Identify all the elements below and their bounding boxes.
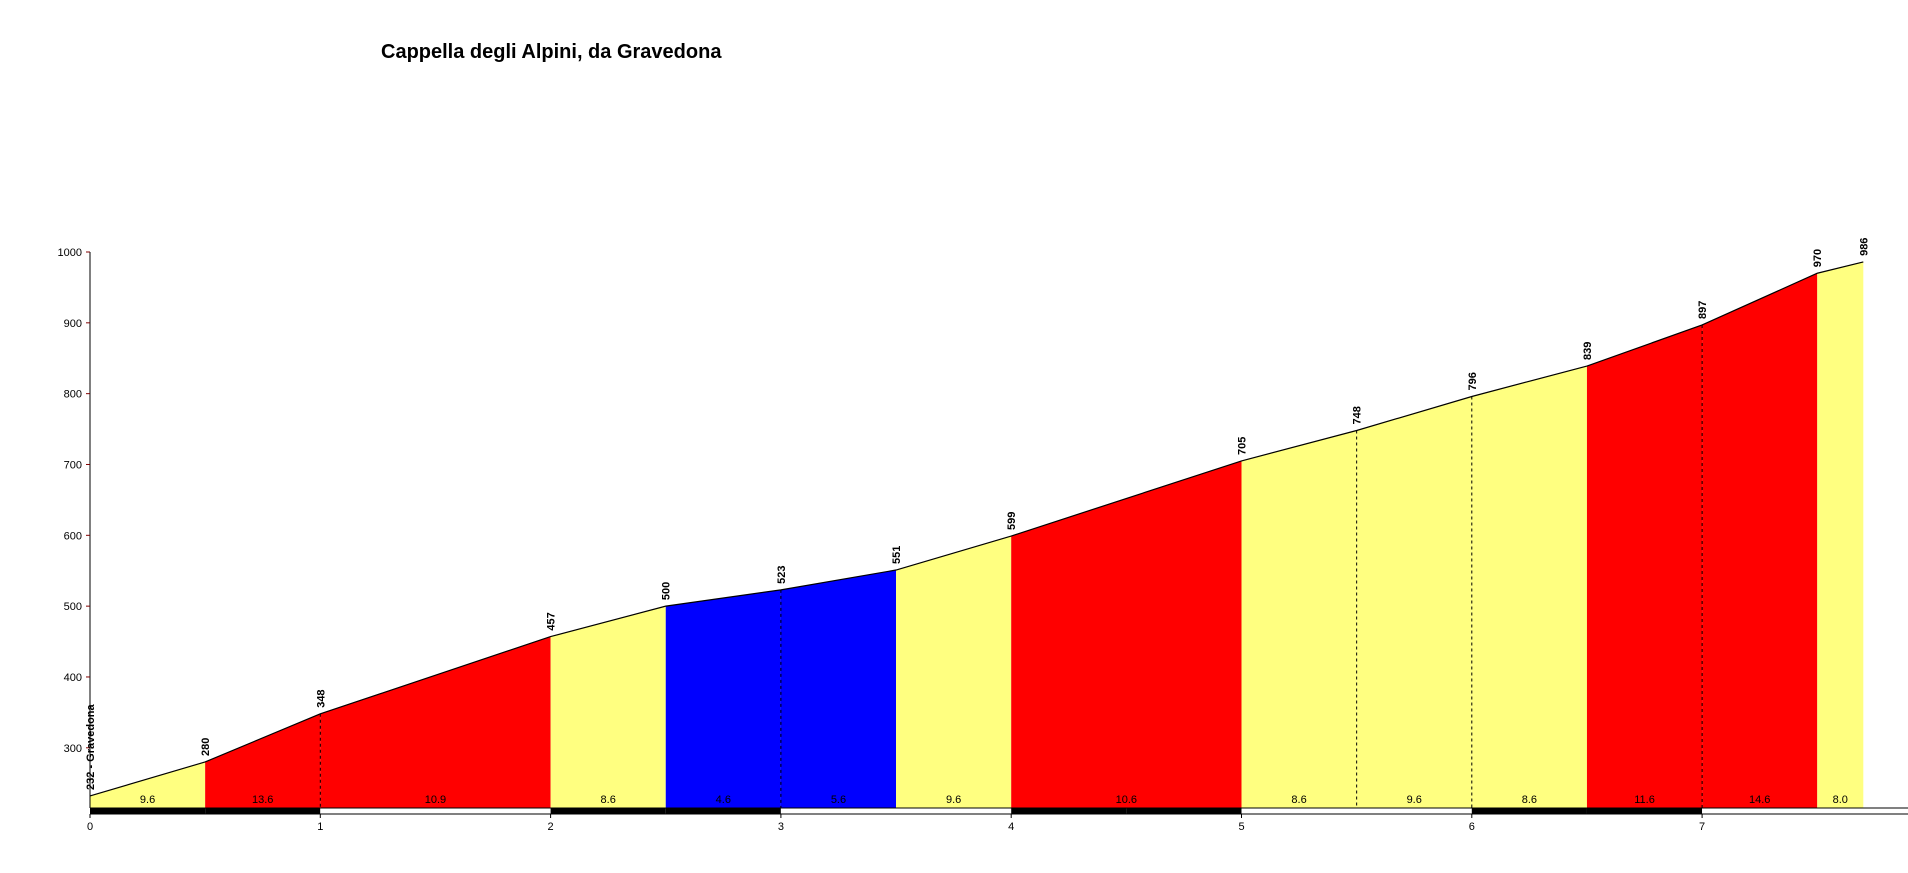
gradient-label-8: 8.6	[1291, 794, 1306, 806]
segment-fill-12	[1702, 273, 1818, 808]
y-tick-label-4: 700	[64, 459, 82, 471]
y-tick-label-3: 600	[64, 530, 82, 542]
x-tick-label-0: 0	[87, 821, 93, 833]
gradient-label-6: 9.6	[946, 794, 961, 806]
distance-bar-12	[1471, 808, 1587, 814]
elevation-label-3: 457	[546, 612, 558, 630]
segment-fill-10	[1471, 366, 1587, 808]
segment-fill-1	[205, 713, 321, 808]
gradient-label-4: 4.6	[716, 794, 731, 806]
y-tick-label-1: 400	[64, 672, 82, 684]
segment-fill-13	[1817, 261, 1864, 809]
elevation-label-12: 897	[1697, 301, 1709, 319]
distance-bar-0	[90, 808, 206, 814]
x-tick-label-6: 6	[1469, 821, 1475, 833]
chart-title: Cappella degli Alpini, da Gravedona	[381, 41, 722, 63]
elevation-label-9: 748	[1352, 406, 1364, 424]
elevation-label-5: 523	[776, 565, 788, 583]
segment-fill-8	[1241, 430, 1357, 808]
elevation-label-10: 796	[1467, 372, 1479, 390]
gradient-label-9: 9.6	[1407, 794, 1422, 806]
distance-bar-9	[1126, 808, 1242, 814]
distance-bar-13	[1586, 808, 1703, 814]
distance-bar-14	[1702, 808, 1818, 814]
segment-fill-0	[90, 761, 206, 808]
distance-bar-2	[320, 808, 436, 814]
gradient-label-7: 10.6	[1116, 794, 1137, 806]
y-tick-label-6: 900	[64, 318, 82, 330]
distance-bar-8	[1011, 808, 1127, 814]
distance-bar-3	[435, 808, 551, 814]
gradient-label-2: 10.9	[425, 794, 446, 806]
segment-fill-7	[1011, 460, 1242, 808]
segment-fill-11	[1586, 324, 1703, 808]
y-tick-label-5: 800	[64, 389, 82, 401]
x-tick-label-3: 3	[778, 821, 784, 833]
elevation-label-8: 705	[1237, 437, 1249, 455]
x-tick-label-5: 5	[1238, 821, 1244, 833]
distance-bar-1	[205, 808, 321, 814]
elevation-label-6: 551	[891, 546, 903, 564]
elevation-label-2: 348	[315, 689, 327, 707]
y-tick-label-0: 300	[64, 743, 82, 755]
elevation-label-7: 599	[1006, 512, 1018, 530]
distance-bar-7	[896, 808, 1012, 814]
gradient-label-12: 14.6	[1749, 794, 1770, 806]
profile-line	[89, 261, 1864, 797]
distance-bar-5	[665, 808, 781, 814]
distance-bar-10	[1241, 808, 1357, 814]
elevation-label-1: 280	[200, 738, 212, 756]
gradient-label-0: 9.6	[140, 794, 155, 806]
x-tick-label-2: 2	[548, 821, 554, 833]
gradient-label-10: 8.6	[1522, 794, 1537, 806]
elevation-label-11: 839	[1582, 342, 1594, 360]
y-tick-label-2: 500	[64, 601, 82, 613]
gradient-label-13: 8.0	[1833, 794, 1848, 806]
x-tick-label-7: 7	[1699, 821, 1705, 833]
segment-fill-6	[896, 536, 1012, 808]
gradient-label-5: 5.6	[831, 794, 846, 806]
y-tick-label-7: 1000	[58, 247, 82, 259]
elevation-label-4: 500	[661, 582, 673, 600]
elevation-label-14: 986	[1858, 238, 1870, 256]
elevation-label-13: 970	[1812, 249, 1824, 267]
distance-bar-11	[1356, 808, 1472, 814]
distance-bar-15	[1817, 808, 1908, 814]
segment-fill-5	[780, 570, 897, 808]
segment-fill-9	[1356, 396, 1472, 808]
gradient-label-3: 8.6	[601, 794, 616, 806]
segment-fill-2	[320, 636, 551, 808]
distance-bar-6	[780, 808, 897, 814]
x-tick-label-4: 4	[1008, 821, 1014, 833]
gradient-label-11: 11.6	[1634, 794, 1655, 806]
distance-bar-4	[550, 808, 666, 814]
gradient-label-1: 13.6	[252, 794, 273, 806]
segment-fill-3	[550, 606, 666, 808]
elevation-label-0: 232 - Gravedona	[85, 703, 97, 789]
segment-fill-4	[665, 589, 781, 808]
x-tick-label-1: 1	[317, 821, 323, 833]
